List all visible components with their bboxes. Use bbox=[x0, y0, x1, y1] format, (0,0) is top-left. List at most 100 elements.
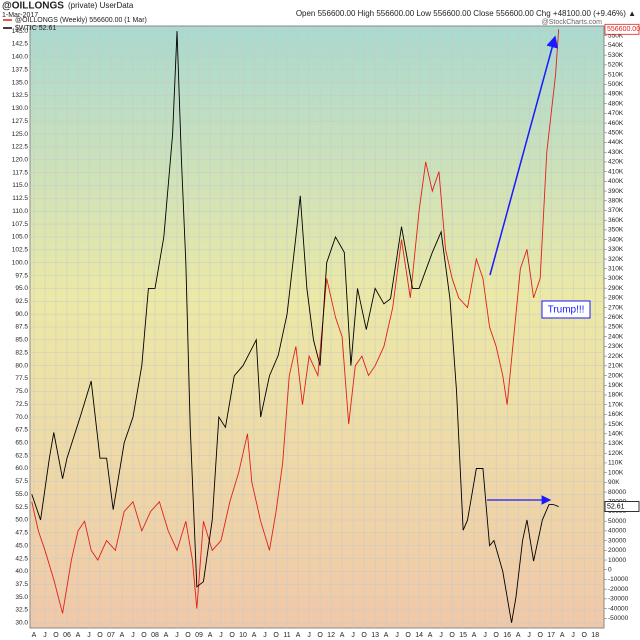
y2-tick-label: 360K bbox=[608, 217, 624, 224]
x-tick-label: A bbox=[472, 632, 477, 639]
watermark: @StockCharts.com bbox=[542, 19, 603, 26]
y2-tick-label: 380K bbox=[608, 197, 624, 204]
y2-tick-label: 0 bbox=[608, 566, 612, 573]
y-tick-label: 100.0 bbox=[12, 259, 29, 266]
y-tick-label: 102.5 bbox=[12, 247, 29, 254]
y-tick-label: 115.0 bbox=[12, 182, 28, 189]
x-tick-label: 08 bbox=[151, 632, 159, 639]
y2-tick-label: 320K bbox=[608, 256, 624, 263]
y-tick-label: 80.0 bbox=[15, 362, 28, 369]
x-tick-label: 07 bbox=[107, 632, 115, 639]
y-tick-label: 92.5 bbox=[15, 298, 28, 305]
y-tick-label: 67.5 bbox=[15, 427, 28, 434]
y-tick-label: 90.0 bbox=[15, 311, 28, 318]
y2-tick-label: 270K bbox=[608, 304, 624, 311]
end-label: 52.61 bbox=[607, 503, 625, 510]
y-tick-label: 47.5 bbox=[15, 530, 28, 537]
legend-label: @OILLONGS (Weekly) 556600.00 (1 Mar) bbox=[15, 17, 147, 24]
y2-tick-label: 100K bbox=[608, 469, 624, 476]
x-tick-label: J bbox=[527, 632, 531, 639]
x-tick-label: 15 bbox=[459, 632, 467, 639]
y-tick-label: 30.0 bbox=[15, 620, 28, 627]
y-tick-label: 107.5 bbox=[12, 221, 29, 228]
x-tick-label: A bbox=[120, 632, 125, 639]
x-tick-label: 12 bbox=[327, 632, 335, 639]
header-stats: Open 556600.00 High 556600.00 Low 556600… bbox=[296, 9, 636, 18]
x-tick-label: 09 bbox=[195, 632, 203, 639]
y2-tick-label: 550K bbox=[608, 32, 624, 39]
y2-tick-label: 120K bbox=[608, 450, 624, 457]
end-label-box bbox=[604, 23, 640, 35]
y2-tick-label: 540K bbox=[608, 42, 624, 49]
x-tick-label: J bbox=[307, 632, 311, 639]
x-tick-label: O bbox=[317, 632, 323, 639]
y-tick-label: 62.5 bbox=[15, 452, 28, 459]
annotation-box bbox=[541, 300, 591, 319]
x-tick-label: A bbox=[208, 632, 213, 639]
y2-tick-label: 340K bbox=[608, 236, 624, 243]
y-tick-label: 130.0 bbox=[12, 105, 29, 112]
x-tick-label: A bbox=[252, 632, 257, 639]
date: 1-Mar-2017 bbox=[2, 12, 38, 19]
y-tick-label: 77.5 bbox=[15, 375, 28, 382]
x-tick-label: J bbox=[87, 632, 91, 639]
y2-tick-label: 410K bbox=[608, 168, 624, 175]
y2-tick-label: 520K bbox=[608, 62, 624, 69]
y-tick-label: 97.5 bbox=[15, 272, 28, 279]
x-tick-label: O bbox=[273, 632, 279, 639]
y-tick-label: 72.5 bbox=[15, 401, 28, 408]
x-tick-label: J bbox=[395, 632, 399, 639]
x-tick-label: 11 bbox=[283, 632, 290, 639]
end-label-box bbox=[604, 501, 640, 512]
y2-tick-label: 160K bbox=[608, 411, 624, 418]
y-tick-label: 87.5 bbox=[15, 324, 28, 331]
y-tick-label: 55.0 bbox=[15, 491, 28, 498]
y2-tick-label: 350K bbox=[608, 227, 624, 234]
x-tick-label: A bbox=[384, 632, 389, 639]
x-tick-label: J bbox=[43, 632, 47, 639]
y-tick-label: 142.5 bbox=[12, 41, 29, 48]
y-tick-label: 57.5 bbox=[15, 478, 28, 485]
y-tick-label: 132.5 bbox=[12, 92, 29, 99]
lines bbox=[31, 29, 560, 623]
x-tick-label: A bbox=[516, 632, 521, 639]
legend-label: $WTIC 52.61 bbox=[15, 25, 56, 32]
y2-tick-label: 30000 bbox=[608, 537, 626, 544]
y2-tick-label: 250K bbox=[608, 324, 624, 331]
y2-tick-label: 280K bbox=[608, 295, 624, 302]
x-tick-label: 14 bbox=[415, 632, 423, 639]
y2-tick-label: 400K bbox=[608, 178, 624, 185]
y2-tick-label: -40000 bbox=[608, 605, 629, 612]
y2-tick-label: 440K bbox=[608, 139, 624, 146]
y2-tick-label: 510K bbox=[608, 71, 624, 78]
annotation: Trump!!! bbox=[548, 305, 585, 316]
y-tick-label: 52.5 bbox=[15, 504, 28, 511]
y2-tick-label: 310K bbox=[608, 265, 624, 272]
y-tick-label: 140.0 bbox=[12, 54, 29, 61]
x-tick-label: 10 bbox=[239, 632, 247, 639]
x-tick-label: 06 bbox=[63, 632, 71, 639]
x-tick-label: J bbox=[263, 632, 267, 639]
x-tick-label: 16 bbox=[503, 632, 511, 639]
x-tick-label: A bbox=[560, 632, 565, 639]
end-label: 556600.00 bbox=[607, 26, 640, 33]
y-tick-label: 82.5 bbox=[15, 349, 28, 356]
y2-tick-label: 420K bbox=[608, 159, 624, 166]
y2-tick-label: 150K bbox=[608, 421, 624, 428]
x-tick-label: J bbox=[351, 632, 355, 639]
y-tick-label: 65.0 bbox=[15, 439, 28, 446]
y-tick-label: 120.0 bbox=[12, 156, 29, 163]
y-tick-label: 60.0 bbox=[15, 465, 28, 472]
y-tick-label: 70.0 bbox=[15, 414, 28, 421]
x-tick-label: O bbox=[185, 632, 191, 639]
x-tick-label: O bbox=[229, 632, 235, 639]
y2-tick-label: 430K bbox=[608, 149, 624, 156]
y-tick-label: 137.5 bbox=[12, 66, 29, 73]
y2-tick-label: 110K bbox=[608, 460, 623, 467]
y2-tick-label: 500K bbox=[608, 81, 624, 88]
x-tick-label: 18 bbox=[591, 632, 599, 639]
y2-tick-label: 170K bbox=[608, 401, 624, 408]
x-tick-label: O bbox=[141, 632, 147, 639]
x-tick-label: O bbox=[361, 632, 367, 639]
